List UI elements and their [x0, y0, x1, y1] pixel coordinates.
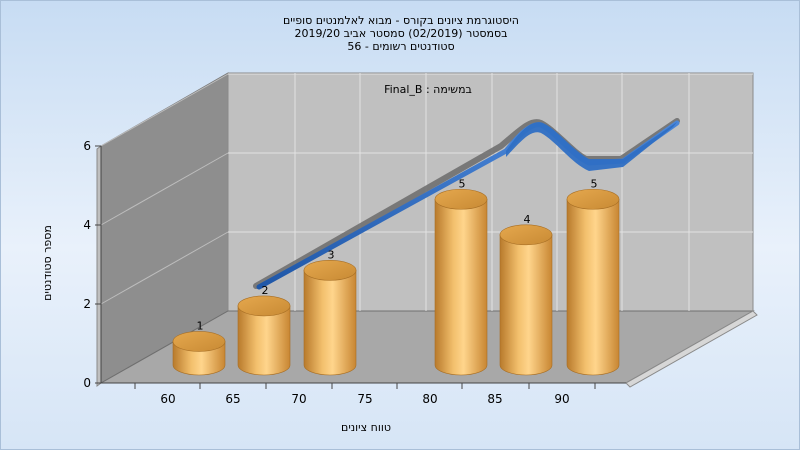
x-tick-label: 75	[357, 392, 372, 406]
bar-data-label: 1	[197, 319, 204, 332]
bar-top	[303, 260, 357, 281]
x-tick-label: 85	[487, 392, 502, 406]
bar-body	[499, 234, 553, 376]
histogram-bar	[172, 331, 226, 376]
histogram-bar	[434, 188, 488, 376]
side-gridline	[100, 152, 229, 226]
distribution-curve-ribbon	[506, 122, 677, 171]
bar-body	[566, 198, 620, 376]
bar-data-label: 4	[524, 213, 531, 226]
y-tick-label: 4	[83, 218, 91, 232]
histogram-bar	[566, 188, 620, 376]
x-tick-label: 70	[291, 392, 306, 406]
x-tick-label: 80	[422, 392, 437, 406]
bar-data-label: 5	[591, 177, 598, 190]
y-tick-label: 6	[83, 139, 91, 153]
floor-edge	[625, 310, 758, 388]
bar-top	[434, 188, 488, 210]
ticks-layer: 0 2 4 6 60 65 70 75 80 85 90	[83, 139, 596, 406]
y-axis-label: מספר סטודנטים	[41, 225, 54, 301]
bar-body	[434, 198, 488, 376]
histogram-bar	[303, 260, 357, 376]
y-tick-label: 0	[83, 376, 91, 390]
side-gridline	[100, 231, 229, 305]
bar-data-label: 3	[328, 248, 335, 261]
y-tick-label: 2	[83, 297, 91, 311]
histogram-bar	[499, 224, 553, 376]
x-tick-label: 60	[160, 392, 175, 406]
bar-data-label: 2	[262, 284, 269, 297]
histogram-bar	[237, 295, 291, 376]
side-gridline	[100, 73, 229, 147]
bar-top	[499, 224, 553, 246]
chart-title-line-1: היסטוגרמת ציונים בקורס - מבוא לאלמנטים ס…	[283, 14, 519, 27]
bar-body	[303, 270, 357, 376]
bar-top	[237, 295, 291, 317]
chart-title-line-3: סטודנטים רשומים - 56	[347, 40, 454, 53]
grid-layer	[100, 73, 753, 311]
bar-top	[172, 331, 226, 352]
bar-body	[237, 305, 291, 376]
bars-layer: 1 2 3 5 4 5	[172, 177, 620, 376]
bar-top	[566, 188, 620, 210]
side-wall-edge	[96, 145, 102, 387]
assignment-annotation: Final_B : במשימה	[384, 83, 472, 96]
x-axis-label: טווח ציונים	[341, 421, 391, 434]
bar-data-label: 5	[459, 177, 466, 190]
x-tick-label: 65	[225, 392, 240, 406]
x-tick-label: 90	[554, 392, 569, 406]
chart-title-line-2: בסמסטר (02/2019) סמסטר אביב 2019/20	[294, 27, 507, 40]
